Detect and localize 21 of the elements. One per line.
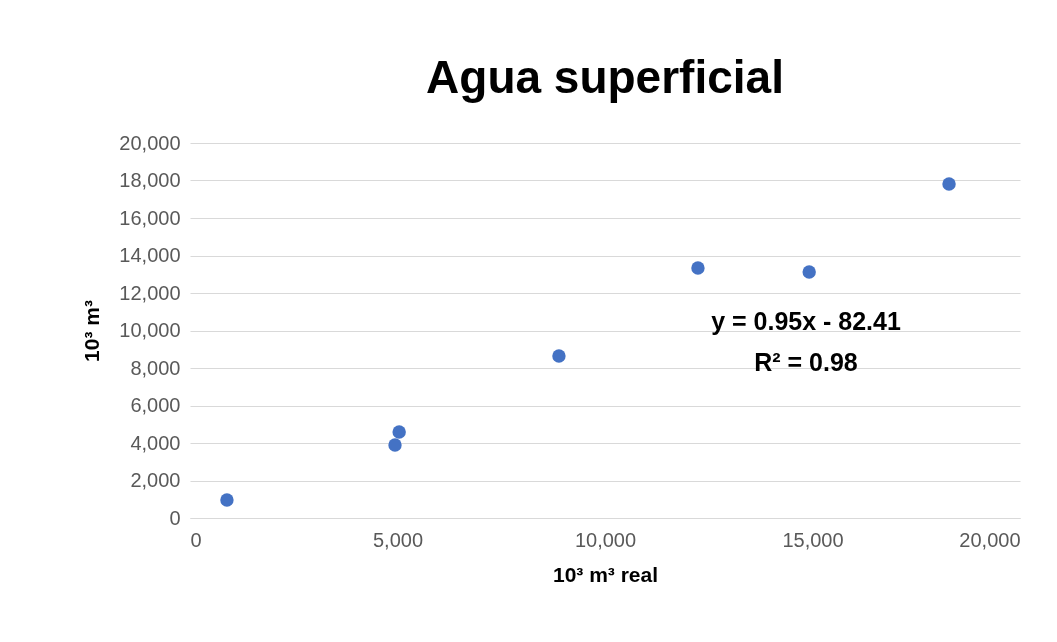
x-tick-label: 5,000 [372,528,424,551]
y-tick-label: 2,000 [130,469,181,491]
chart-title: Agua superficial [426,51,784,103]
y-tick-label: 12,000 [119,281,181,304]
x-tick-label: 20,000 [959,528,1021,551]
x-tick-label: 0 [190,528,202,551]
annotation: R² = 0.98 [754,348,858,376]
y-tick-label: 14,000 [119,244,181,266]
y-tick-label: 20,000 [119,131,181,154]
y-tick-label: 0 [169,506,181,529]
x-tick-label: 15,000 [782,528,844,551]
annotation: y = 0.95x - 82.41 [711,307,901,335]
y-tick-label: 18,000 [119,169,181,191]
y-tick-label: 8,000 [130,356,181,379]
y-tick-label: 6,000 [130,394,181,416]
y-tick-label: 16,000 [119,206,181,229]
y-tick-label: 10,000 [119,319,181,341]
y-axis-title: 10³ m³ [80,300,104,362]
x-tick-label: 10,000 [574,528,637,551]
x-axis-title: 10³ m³ real [552,562,659,586]
y-tick-label: 4,000 [130,431,181,454]
